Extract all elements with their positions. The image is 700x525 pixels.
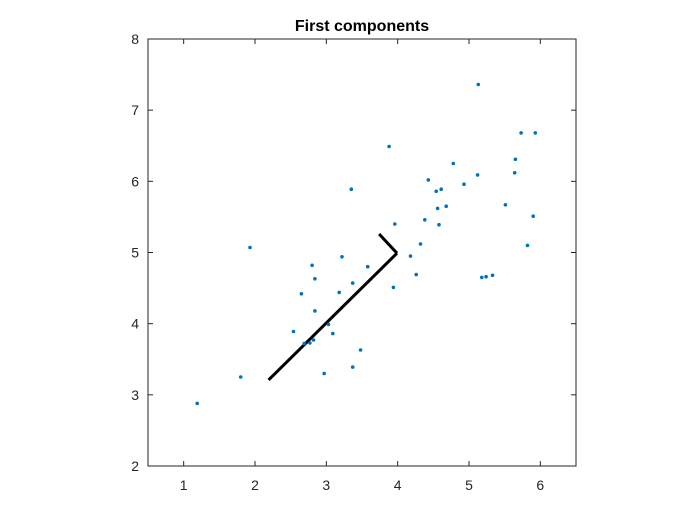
data-point [439, 187, 444, 191]
data-point [408, 254, 413, 258]
data-point [365, 264, 370, 269]
x-tick-label: 4 [394, 477, 402, 493]
data-point [435, 206, 440, 211]
data-point [349, 187, 354, 191]
data-point [414, 272, 419, 277]
data-point [393, 222, 397, 226]
data-point [350, 365, 355, 369]
y-tick-label: 4 [131, 316, 139, 332]
x-tick-label: 5 [465, 477, 473, 493]
axis-tick-labels: 1 2 3 4 5 6 2 3 4 5 6 7 8 [131, 31, 544, 493]
data-point [434, 189, 439, 194]
data-point [451, 161, 456, 166]
data-point [387, 144, 391, 149]
data-point [480, 275, 484, 280]
data-point [302, 341, 307, 346]
data-point [490, 273, 495, 278]
data-point [475, 173, 480, 177]
data-point [337, 290, 342, 295]
data-point [476, 82, 481, 87]
data-point [299, 292, 304, 296]
data-point [322, 371, 327, 376]
data-point [444, 204, 449, 208]
data-point [308, 341, 312, 345]
data-point [350, 281, 355, 285]
data-point [311, 338, 316, 342]
y-tick-label: 6 [131, 173, 139, 189]
x-tick-label: 1 [180, 477, 188, 493]
plot-area [148, 39, 576, 466]
data-point [326, 322, 331, 327]
y-tick-label: 5 [131, 245, 139, 261]
data-point [248, 245, 252, 250]
data-point [313, 277, 317, 281]
x-tick-label: 3 [322, 477, 330, 493]
y-tick-label: 2 [131, 458, 139, 474]
data-point [418, 242, 423, 246]
data-point [503, 203, 508, 207]
component-lines [267, 232, 399, 381]
x-tick-label: 6 [536, 477, 544, 493]
axes-box [147, 38, 577, 467]
data-point [331, 331, 335, 336]
component-line [378, 232, 399, 255]
data-point [519, 131, 523, 135]
data-point [291, 329, 296, 334]
data-point [423, 218, 427, 222]
data-point [484, 274, 488, 279]
data-point [313, 309, 317, 313]
data-point [358, 348, 363, 352]
y-tick-label: 8 [131, 31, 139, 47]
data-point [531, 214, 535, 218]
data-point [310, 263, 314, 268]
data-point [391, 285, 396, 290]
data-point [238, 375, 243, 379]
data-point [426, 178, 431, 182]
data-point [512, 171, 517, 175]
data-point [195, 401, 199, 406]
data-point [340, 254, 344, 259]
data-points [195, 82, 538, 406]
data-point [525, 243, 530, 248]
data-point [533, 131, 538, 135]
chart-title: First components [295, 18, 429, 35]
x-tick-label: 2 [251, 477, 259, 493]
data-point [462, 182, 466, 186]
component-line [267, 252, 399, 381]
y-tick-label: 7 [131, 102, 139, 118]
data-point [513, 157, 518, 162]
y-tick-label: 3 [131, 387, 139, 403]
data-point [437, 222, 441, 227]
